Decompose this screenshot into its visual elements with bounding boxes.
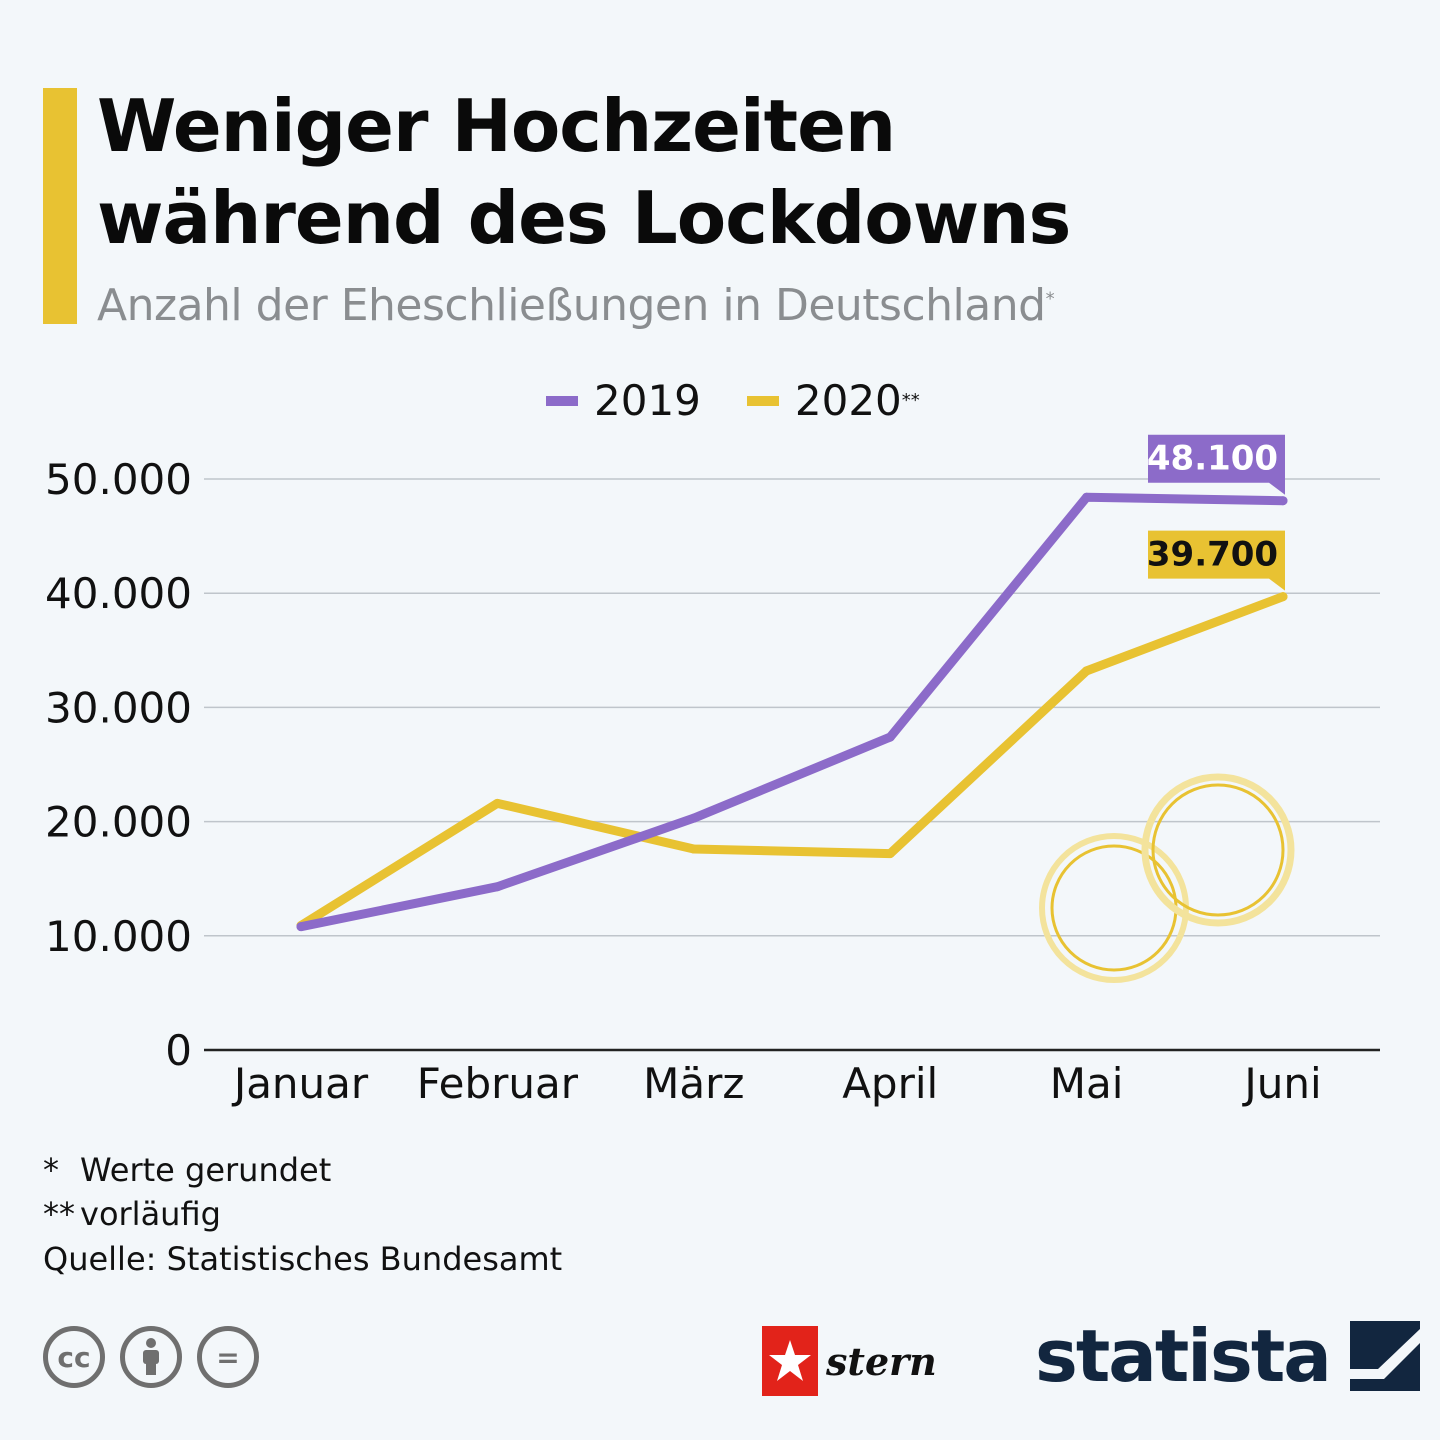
series-layer xyxy=(296,492,1288,932)
y-tick-label: 40.000 xyxy=(45,569,192,618)
grid-layer: 0 10.000 20.000 30.000 40.000 50.000 Januar Feb… xyxy=(45,455,1380,1108)
footnote-2-text: vorläufig xyxy=(80,1195,221,1233)
x-tick-label: Mai xyxy=(1050,1059,1124,1108)
x-tick-label: März xyxy=(643,1059,744,1108)
person-icon xyxy=(143,1338,159,1375)
data-label-box-2020 xyxy=(1148,530,1285,591)
series-line-2020 xyxy=(296,592,1288,931)
series-line-2019 xyxy=(296,492,1288,932)
statista-wordmark: statista xyxy=(1035,1314,1332,1398)
wedding-rings-illustration xyxy=(1039,773,1295,983)
y-tick-label: 20.000 xyxy=(45,798,192,847)
footnote-2: ** vorläufig xyxy=(43,1192,331,1236)
page-title: Weniger Hochzeiten während des Lockdowns xyxy=(97,80,1071,264)
statista-logo[interactable]: statista xyxy=(1035,1314,1420,1398)
data-point-2019 xyxy=(1082,492,1092,502)
source-note: Quelle: Statistisches Bundesamt xyxy=(43,1240,563,1278)
ring-right-inner xyxy=(1151,783,1285,917)
x-tick-label: Juni xyxy=(1241,1059,1321,1108)
footnote-1-marker: * xyxy=(43,1151,59,1189)
data-point-2020 xyxy=(1278,592,1288,602)
ring-left-outer xyxy=(1039,833,1189,983)
footnote-2-marker: ** xyxy=(43,1195,75,1233)
y-tick-label: 50.000 xyxy=(45,455,192,504)
subtitle-text: Anzahl der Eheschließungen in Deutschlan… xyxy=(97,280,1046,331)
data-point-2019 xyxy=(885,732,895,742)
data-label-2019: 48.100 xyxy=(1147,439,1278,479)
footnote-1-text: Werte gerundet xyxy=(80,1151,332,1189)
title-line-1: Weniger Hochzeiten xyxy=(97,84,896,168)
no-derivatives-icon[interactable]: = xyxy=(197,1326,259,1388)
legend-label-2019: 2019 xyxy=(594,376,701,425)
data-point-2020 xyxy=(885,849,895,859)
data-point-2020 xyxy=(492,798,502,808)
attribution-icon[interactable] xyxy=(120,1326,182,1388)
y-tick-label: 10.000 xyxy=(45,912,192,961)
stern-star-icon xyxy=(762,1326,818,1396)
subtitle-marker: * xyxy=(1045,288,1055,310)
data-point-2019 xyxy=(689,813,699,823)
cc-icon[interactable]: cc xyxy=(43,1326,105,1388)
data-label-box-2019 xyxy=(1148,434,1285,495)
title-line-2: während des Lockdowns xyxy=(97,176,1071,260)
data-label-2020: 39.700 xyxy=(1147,535,1278,575)
statista-mark-icon xyxy=(1349,1321,1420,1391)
legend: 2019 2020 ** xyxy=(546,376,966,425)
y-tick-label: 0 xyxy=(165,1026,192,1075)
ring-left-inner xyxy=(1050,844,1178,972)
data-point-2019 xyxy=(1278,496,1288,506)
legend-item-2020: 2020 ** xyxy=(746,376,920,425)
data-point-2020 xyxy=(1082,666,1092,676)
ring-right-outer xyxy=(1141,773,1295,927)
footnotes: * Werte gerundet ** vorläufig xyxy=(43,1148,331,1236)
data-point-2020 xyxy=(689,844,699,854)
x-tick-label: Januar xyxy=(231,1059,369,1108)
legend-marker-2020: ** xyxy=(901,390,920,411)
footnote-1: * Werte gerundet xyxy=(43,1148,331,1192)
data-point-2019 xyxy=(296,922,306,932)
y-tick-label: 30.000 xyxy=(45,683,192,732)
legend-label-2020: 2020 xyxy=(794,376,902,425)
accent-bar xyxy=(43,88,77,324)
license-icons: cc = xyxy=(43,1326,274,1388)
x-tick-label: April xyxy=(842,1059,938,1108)
stern-wordmark: stern xyxy=(826,1338,937,1384)
subtitle: Anzahl der Eheschließungen in Deutschlan… xyxy=(97,280,1055,331)
data-point-2019 xyxy=(492,882,502,892)
stern-logo[interactable]: stern xyxy=(762,1326,937,1396)
legend-item-2019: 2019 xyxy=(546,376,701,425)
label-layer: 48.100 39.700 xyxy=(1147,434,1285,591)
x-tick-label: Februar xyxy=(417,1059,579,1108)
legend-swatch-2019 xyxy=(546,395,578,406)
legend-swatch-2020 xyxy=(746,395,779,406)
